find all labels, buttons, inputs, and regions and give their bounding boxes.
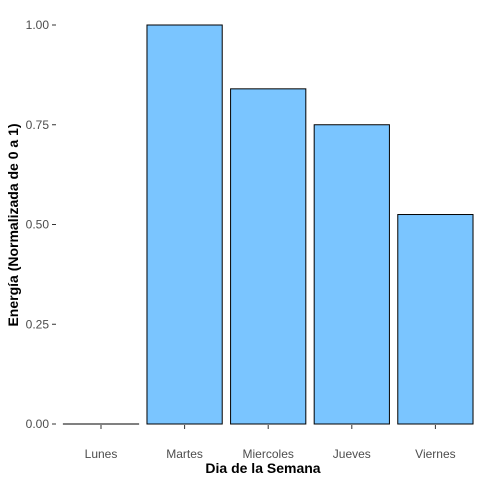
y-tick-label: 0.25 [26,317,50,331]
bar-martes [146,24,223,425]
x-tick-label: Lunes [85,447,118,461]
x-tick-label: Viernes [415,447,455,461]
y-tick-label: 0.50 [26,218,50,232]
bar-miercoles [230,88,307,425]
x-tick-label: Miercoles [243,447,294,461]
y-tick-label: 0.00 [26,417,50,431]
bar-viernes [397,214,474,425]
y-tick-label: 0.75 [26,118,50,132]
x-axis-title: Dia de la Semana [205,460,320,476]
x-axis: Lunes Martes Miercoles Jueves Viernes [85,425,456,461]
y-tick-label: 1.00 [26,18,50,32]
y-axis: 0.00 0.25 0.50 0.75 1.00 [26,18,56,431]
y-axis-title: Energía (Normalizada de 0 a 1) [5,123,21,326]
bar-jueves [313,124,390,425]
bars [62,24,474,425]
x-tick-label: Jueves [333,447,371,461]
x-tick-label: Martes [166,447,203,461]
